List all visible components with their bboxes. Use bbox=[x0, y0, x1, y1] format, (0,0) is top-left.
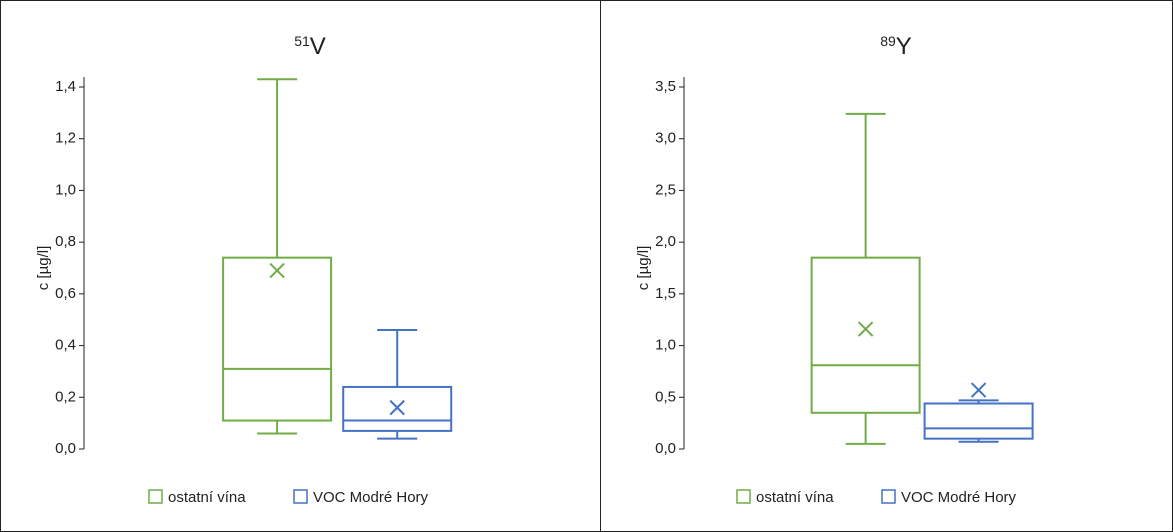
title-text: Y bbox=[896, 33, 912, 60]
y-tick-label: 0,4 bbox=[55, 337, 76, 354]
y-tick-label: 0,0 bbox=[55, 440, 76, 457]
box bbox=[222, 256, 333, 422]
y-axis-label: c [µg/l] bbox=[35, 246, 52, 291]
y-tick-label: 1,4 bbox=[55, 78, 76, 95]
y-tick-label: 0,0 bbox=[655, 440, 676, 457]
y-tick-label: 0,5 bbox=[655, 388, 676, 405]
title-superscript: 51 bbox=[294, 33, 310, 49]
chart-title: 89Y bbox=[880, 33, 912, 61]
legend-swatch bbox=[736, 489, 751, 504]
title-superscript: 89 bbox=[880, 33, 896, 49]
legend-label: VOC Modré Hory bbox=[313, 489, 429, 506]
mean-marker bbox=[970, 382, 987, 398]
y-tick-label: 1,0 bbox=[655, 337, 676, 354]
y-tick-label: 0,2 bbox=[55, 388, 76, 405]
y-axis-label: c [µg/l] bbox=[635, 246, 652, 291]
y-tick-label: 1,0 bbox=[55, 181, 76, 198]
y-tick-label: 1,5 bbox=[655, 285, 676, 302]
y-tick-label: 0,8 bbox=[55, 233, 76, 250]
box bbox=[923, 402, 1034, 440]
legend-swatch bbox=[148, 489, 163, 504]
box bbox=[810, 256, 921, 414]
y-tick-label: 0,6 bbox=[55, 285, 76, 302]
y-tick-label: 2,5 bbox=[655, 181, 676, 198]
title-text: V bbox=[310, 33, 326, 60]
y-tick-label: 3,0 bbox=[655, 130, 676, 147]
mean-marker bbox=[857, 321, 874, 337]
legend-label: ostatní vína bbox=[756, 489, 834, 506]
y-tick-label: 1,2 bbox=[55, 130, 76, 147]
mean-marker bbox=[389, 399, 405, 416]
legend-swatch bbox=[293, 489, 308, 504]
y-tick-label: 3,5 bbox=[655, 78, 676, 95]
y-tick-label: 2,0 bbox=[655, 233, 676, 250]
legend-label: VOC Modré Hory bbox=[901, 489, 1017, 506]
legend-label: ostatní vína bbox=[168, 489, 246, 506]
chart-title: 51V bbox=[294, 33, 326, 61]
legend-swatch bbox=[881, 489, 896, 504]
mean-marker bbox=[269, 262, 285, 279]
